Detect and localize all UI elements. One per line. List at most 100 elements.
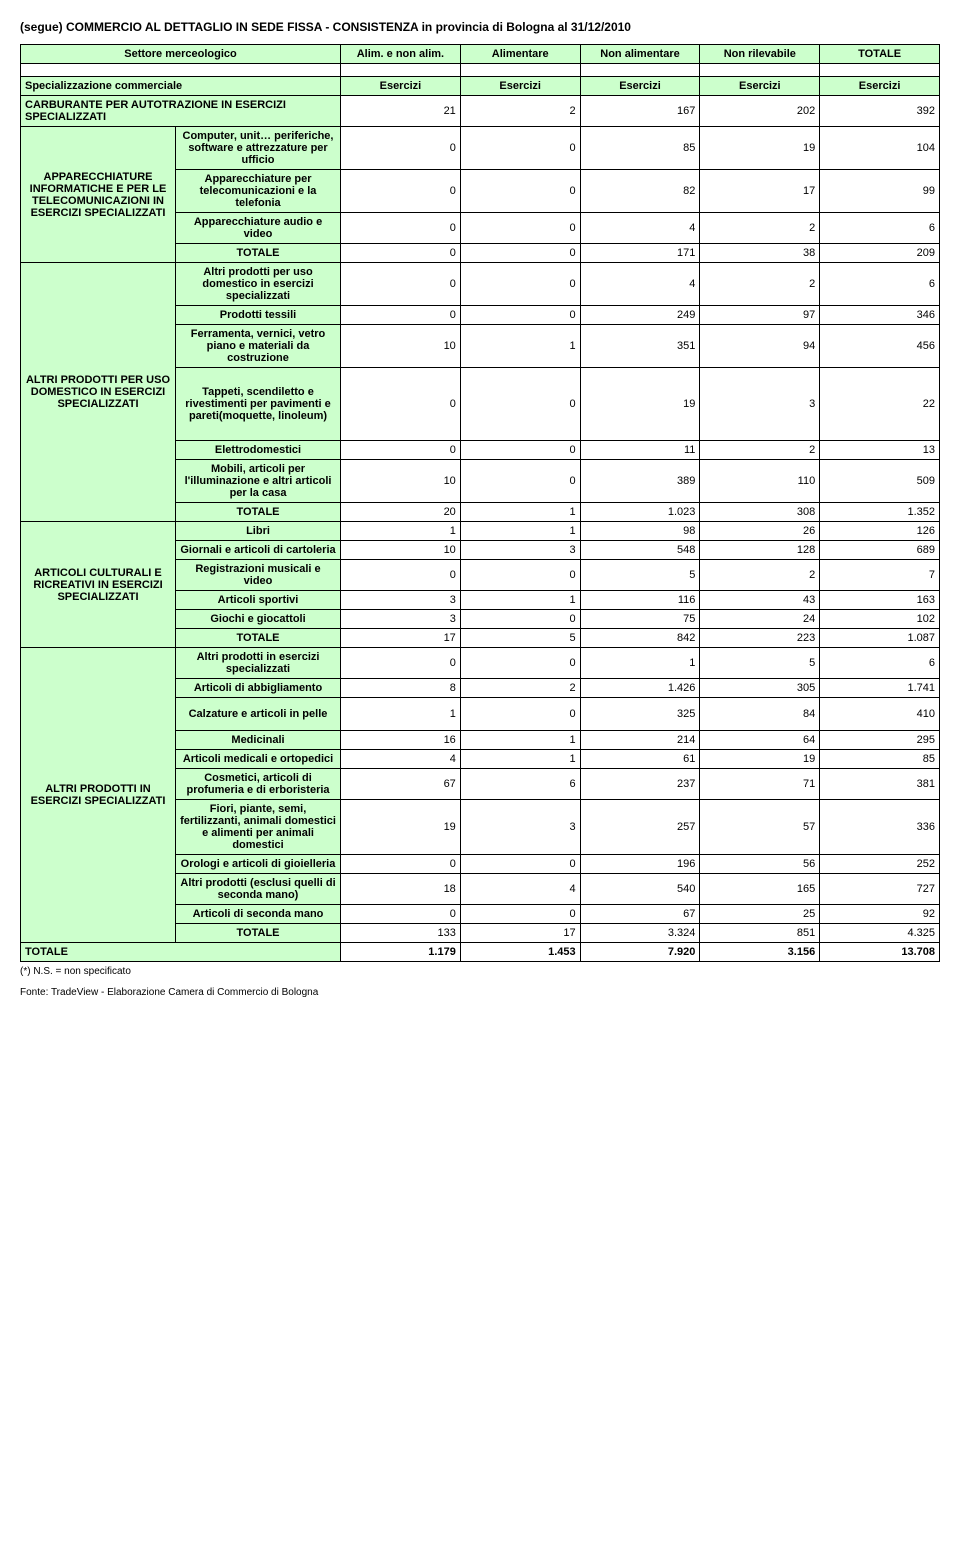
cell: 8: [341, 679, 461, 698]
cat2-label: APPARECCHIATURE INFORMATICHE E PER LE TE…: [21, 127, 176, 263]
cell: 17: [341, 629, 461, 648]
cell: 25: [700, 905, 820, 924]
cell: 0: [460, 213, 580, 244]
doc-title: (segue) COMMERCIO AL DETTAGLIO IN SEDE F…: [20, 20, 940, 34]
cell: 19: [700, 127, 820, 170]
cell: 0: [460, 560, 580, 591]
cat4-row-0: ARTICOLI CULTURALI E RICREATIVI IN ESERC…: [21, 522, 940, 541]
cell: 456: [820, 325, 940, 368]
cat3-sub-4: Elettrodomestici: [176, 441, 341, 460]
cat4-label: ARTICOLI CULTURALI E RICREATIVI IN ESERC…: [21, 522, 176, 648]
cell: 5: [700, 648, 820, 679]
cell: 4: [460, 874, 580, 905]
cat3-sub-2: Ferramenta, vernici, vetro piano e mater…: [176, 325, 341, 368]
cell: 325: [580, 698, 700, 731]
cell: 2: [700, 213, 820, 244]
cell: 97: [700, 306, 820, 325]
cell: 3: [460, 800, 580, 855]
cell: 2: [700, 441, 820, 460]
cell: 2: [460, 679, 580, 698]
header-settore: Settore merceologico: [21, 45, 341, 64]
cell: 24: [700, 610, 820, 629]
cell: 43: [700, 591, 820, 610]
cell: 167: [580, 96, 700, 127]
cell: 4: [580, 263, 700, 306]
cell: 11: [580, 441, 700, 460]
cat5-label: ALTRI PRODOTTI IN ESERCIZI SPECIALIZZATI: [21, 648, 176, 943]
cell: 126: [820, 522, 940, 541]
spacer: [21, 64, 940, 77]
cell: 4: [341, 750, 461, 769]
cell: 689: [820, 541, 940, 560]
subheader-row: Specializzazione commerciale Esercizi Es…: [21, 77, 940, 96]
cell: 0: [460, 170, 580, 213]
cell: 1: [460, 731, 580, 750]
cat3-sub-1: Prodotti tessili: [176, 306, 341, 325]
cell: 0: [341, 441, 461, 460]
cell: 3: [700, 368, 820, 441]
cell: 3.156: [700, 943, 820, 962]
cell: 1: [341, 698, 461, 731]
cell: 56: [700, 855, 820, 874]
header-col5: TOTALE: [820, 45, 940, 64]
sub-col5: Esercizi: [820, 77, 940, 96]
cell: 0: [341, 905, 461, 924]
cat5-sub-5: Cosmetici, articoli di profumeria e di e…: [176, 769, 341, 800]
header-col3: Non alimentare: [580, 45, 700, 64]
cell: 196: [580, 855, 700, 874]
cell: 305: [700, 679, 820, 698]
cell: 17: [460, 924, 580, 943]
cell: 26: [700, 522, 820, 541]
cat5-sub-2: Calzature e articoli in pelle: [176, 698, 341, 731]
cat3-sub-3: Tappeti, scendiletto e rivestimenti per …: [176, 368, 341, 441]
header-col4: Non rilevabile: [700, 45, 820, 64]
cat5-sub-4: Articoli medicali e ortopedici: [176, 750, 341, 769]
sub-col4: Esercizi: [700, 77, 820, 96]
cat3-sub-5: Mobili, articoli per l'illuminazione e a…: [176, 460, 341, 503]
cell: 0: [460, 263, 580, 306]
cat4-sub-4: Giochi e giocattoli: [176, 610, 341, 629]
cell: 0: [341, 648, 461, 679]
cell: 0: [341, 560, 461, 591]
cell: 13.708: [820, 943, 940, 962]
cell: 842: [580, 629, 700, 648]
header-col1: Alim. e non alim.: [341, 45, 461, 64]
cell: 0: [341, 244, 461, 263]
cat5-sub-8: Altri prodotti (esclusi quelli di second…: [176, 874, 341, 905]
cell: 727: [820, 874, 940, 905]
cell: 257: [580, 800, 700, 855]
cell: 128: [700, 541, 820, 560]
cat4-sub-5: TOTALE: [176, 629, 341, 648]
cell: 0: [341, 855, 461, 874]
cell: 1: [580, 648, 700, 679]
header-row: Settore merceologico Alim. e non alim. A…: [21, 45, 940, 64]
cat5-sub-10: TOTALE: [176, 924, 341, 943]
cell: 0: [341, 170, 461, 213]
cat5-sub-6: Fiori, piante, semi, fertilizzanti, anim…: [176, 800, 341, 855]
cell: 102: [820, 610, 940, 629]
cell: 237: [580, 769, 700, 800]
cell: 67: [341, 769, 461, 800]
cell: 64: [700, 731, 820, 750]
cell: 1.179: [341, 943, 461, 962]
cell: 75: [580, 610, 700, 629]
cell: 249: [580, 306, 700, 325]
cell: 19: [341, 800, 461, 855]
cell: 82: [580, 170, 700, 213]
cell: 38: [700, 244, 820, 263]
cell: 19: [700, 750, 820, 769]
cell: 0: [460, 610, 580, 629]
cell: 0: [460, 460, 580, 503]
cell: 295: [820, 731, 940, 750]
cell: 548: [580, 541, 700, 560]
cell: 0: [341, 127, 461, 170]
cell: 0: [341, 213, 461, 244]
cell: 3: [341, 610, 461, 629]
cell: 165: [700, 874, 820, 905]
cell: 6: [820, 263, 940, 306]
cell: 98: [580, 522, 700, 541]
cat2-sub-2: Apparecchiature audio e video: [176, 213, 341, 244]
cat3-sub-6: TOTALE: [176, 503, 341, 522]
cell: 0: [460, 441, 580, 460]
cell: 19: [580, 368, 700, 441]
